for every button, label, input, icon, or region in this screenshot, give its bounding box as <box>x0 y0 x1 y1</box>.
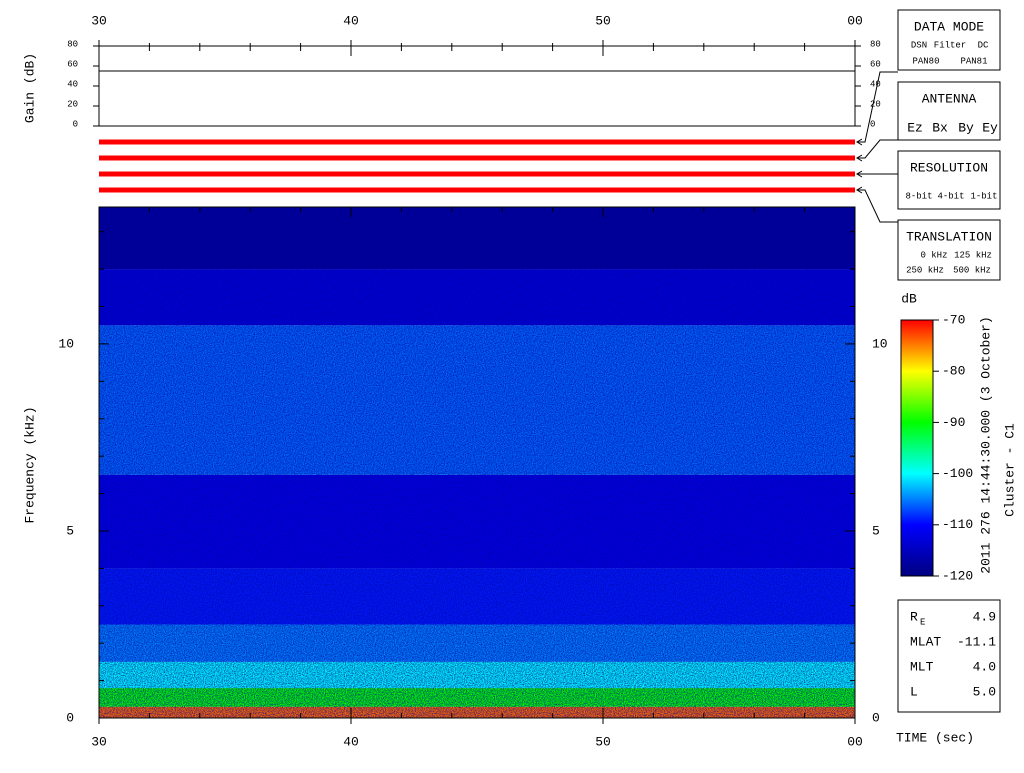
panel-title: ANTENNA <box>922 91 977 106</box>
status-lines <box>99 139 855 193</box>
y-tick-label: 10 <box>58 336 74 351</box>
gain-tick-label: 40 <box>870 79 881 89</box>
panel-item: 8-bit <box>905 191 932 201</box>
panel-title: DATA MODE <box>914 19 984 34</box>
y-tick-label: 0 <box>66 710 74 725</box>
orbit-label: MLT <box>910 659 934 674</box>
plot-frame <box>98 206 856 719</box>
orbit-value: 4.0 <box>973 659 996 674</box>
panel-item: DSN <box>911 40 927 50</box>
colorbar-tick-label: -80 <box>942 364 965 379</box>
panel-item: Filter <box>934 40 966 50</box>
panel-item: 4-bit <box>937 191 964 201</box>
colorbar-tick-label: -90 <box>942 415 965 430</box>
panel-item: Ez <box>907 120 923 135</box>
orbit-label: R <box>910 609 918 624</box>
panel-item: 250 kHz <box>906 265 944 275</box>
orbit-label: MLAT <box>910 634 941 649</box>
panel-item: By <box>958 120 974 135</box>
gain-tick-label: 0 <box>73 119 78 129</box>
panel-title: RESOLUTION <box>910 160 988 175</box>
orbit-value: 4.9 <box>973 609 996 624</box>
colorbar-tick-label: -100 <box>942 466 973 481</box>
panel-item: 500 kHz <box>953 265 991 275</box>
x-tick-label: 40 <box>343 13 359 28</box>
date-label: 2011 276 14:44:30.000 (3 October) <box>978 316 993 573</box>
gain-tick-label: 80 <box>870 39 881 49</box>
gain-tick-label: 60 <box>870 59 881 69</box>
x-tick-label: 40 <box>343 734 359 749</box>
orbit-label-sub: E <box>920 617 925 627</box>
panel-boxes <box>897 9 1001 713</box>
gain-tick-label: 80 <box>67 39 78 49</box>
colorbar-tick-label: -120 <box>942 568 973 583</box>
panel-item: DC <box>978 40 989 50</box>
y-axis-label: Frequency (kHz) <box>22 406 37 523</box>
panel-title: TRANSLATION <box>906 229 992 244</box>
panel-item: 0 kHz <box>920 250 947 260</box>
gain-tick-label: 0 <box>870 119 875 129</box>
orbit-value: 5.0 <box>973 684 996 699</box>
colorbar-tick-label: -70 <box>942 312 965 327</box>
x-tick-label: 50 <box>595 734 611 749</box>
y-tick-label: 0 <box>872 710 880 725</box>
panel-item: Ey <box>982 120 998 135</box>
x-tick-label: 00 <box>847 13 863 28</box>
noise-texture <box>99 207 855 718</box>
connector-arrows <box>856 71 898 223</box>
gain-frame <box>98 45 856 127</box>
x-tick-label: 50 <box>595 13 611 28</box>
gain-tick-label: 60 <box>67 59 78 69</box>
x-tick-label: 30 <box>91 13 107 28</box>
colorbar-label: dB <box>901 291 917 306</box>
x-tick-label: 00 <box>847 734 863 749</box>
panel-item: 125 kHz <box>954 250 992 260</box>
y-tick-label: 5 <box>66 523 74 538</box>
colorbar-tick-label: -110 <box>942 517 973 532</box>
orbit-value: -11.1 <box>957 634 996 649</box>
colorbar <box>900 319 934 577</box>
y-tick-label: 5 <box>872 523 880 538</box>
x-tick-label: 30 <box>91 734 107 749</box>
gain-tick-label: 20 <box>870 99 881 109</box>
panel-item: PAN80 <box>912 56 939 66</box>
gain-axis-label: Gain (dB) <box>22 53 37 123</box>
x-axis-label: TIME (sec) <box>896 730 974 745</box>
panel-item: 1-bit <box>970 191 997 201</box>
orbit-label: L <box>910 684 918 699</box>
panel-item: Bx <box>932 120 948 135</box>
gain-tick-label: 20 <box>67 99 78 109</box>
spacecraft-label: Cluster - C1 <box>1002 423 1017 517</box>
panel-item: PAN81 <box>960 56 987 66</box>
y-tick-label: 10 <box>872 336 888 351</box>
gain-tick-label: 40 <box>67 79 78 89</box>
